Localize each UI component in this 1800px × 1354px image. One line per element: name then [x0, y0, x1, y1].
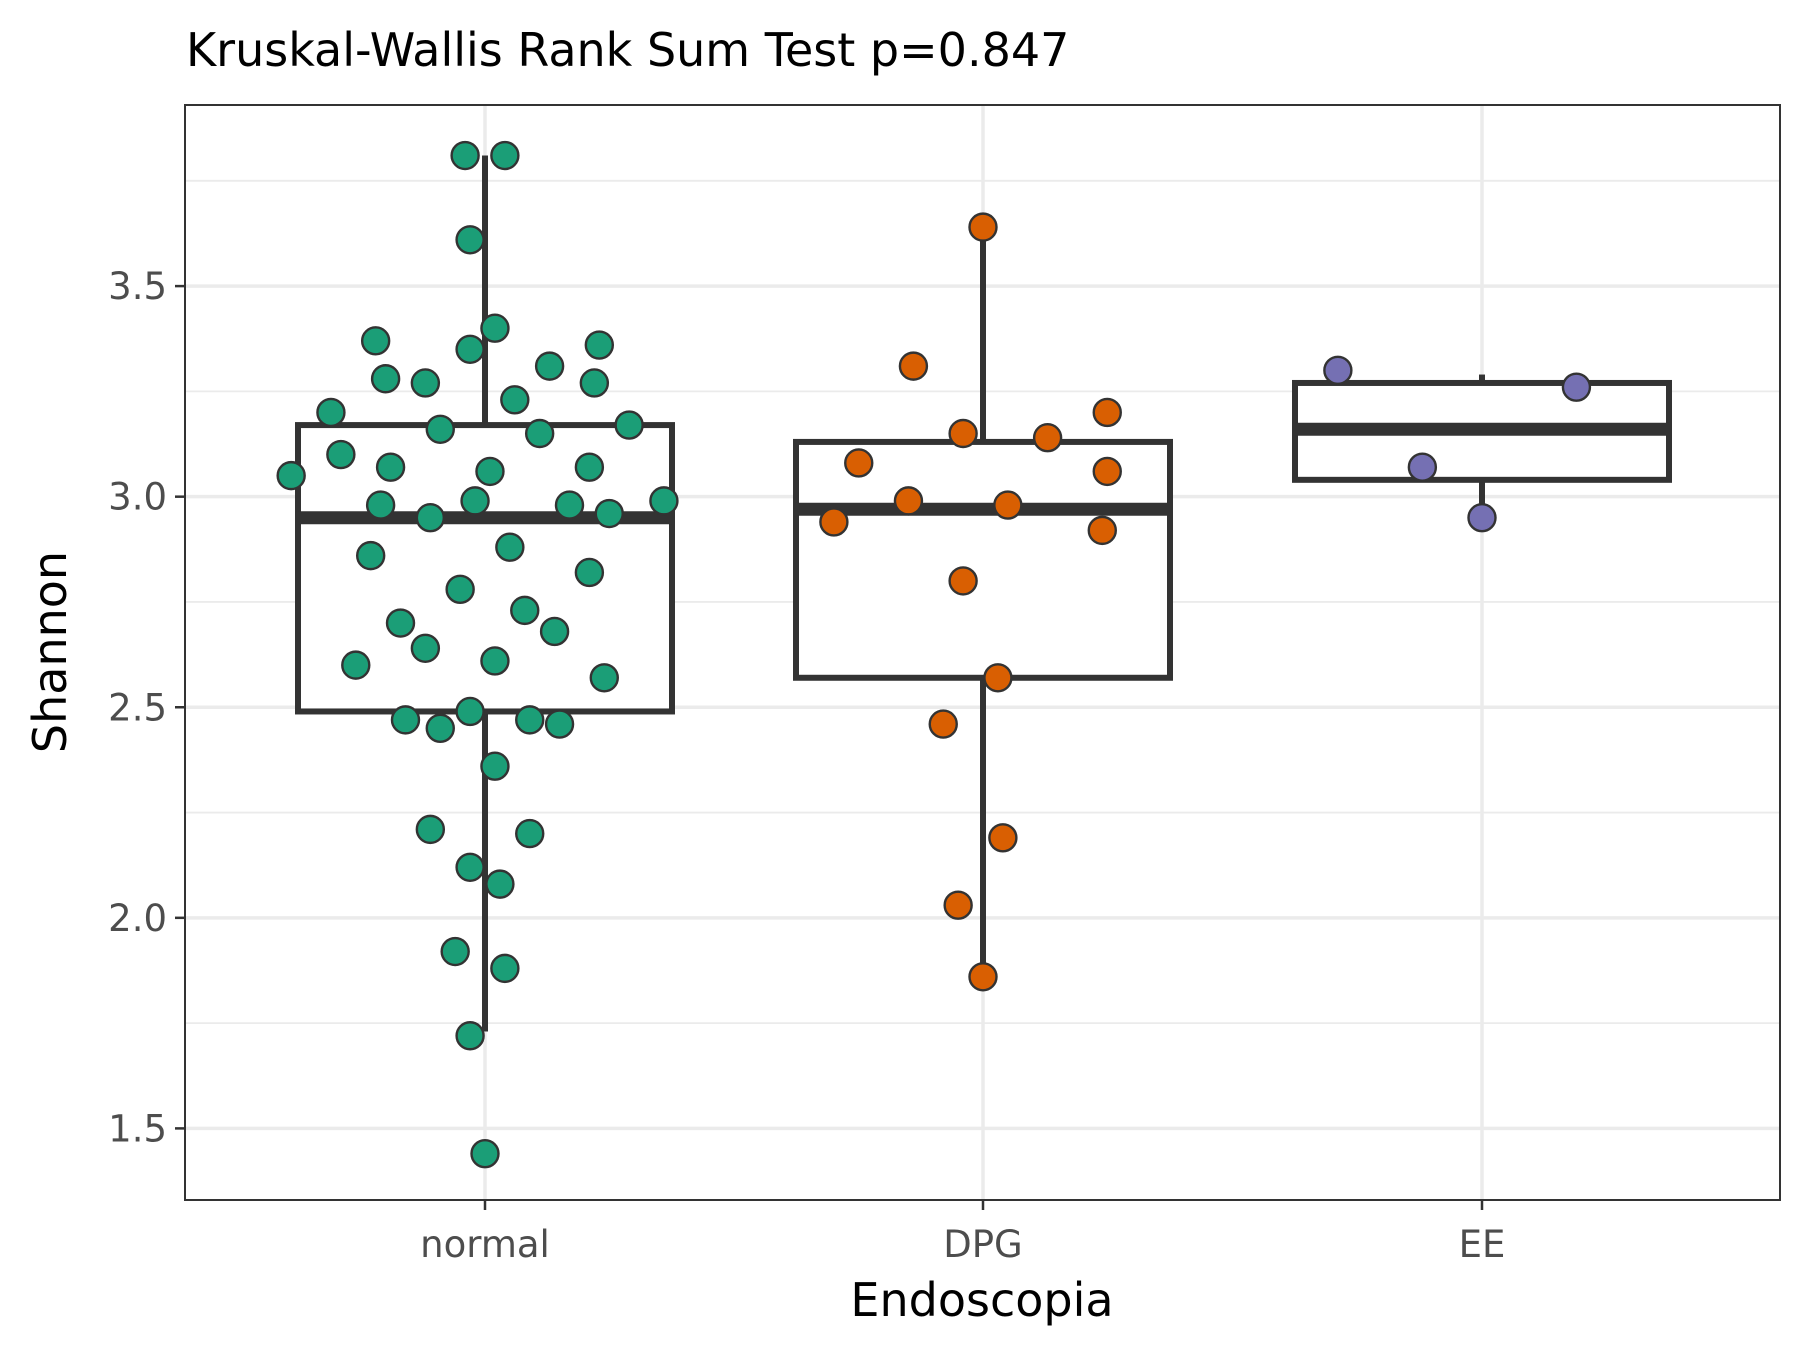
data-point [928, 709, 958, 739]
data-point [510, 595, 540, 626]
y-tick-label: 1.5 [108, 1107, 167, 1150]
data-point [495, 532, 525, 562]
x-tick-label: EE [1459, 1223, 1506, 1266]
axes: 1.5 2.0 2.5 3.0 3.5 normal DPG EE [108, 265, 1505, 1266]
data-point [425, 414, 455, 444]
data-point [898, 351, 929, 381]
data-point [574, 452, 605, 482]
data-point [515, 705, 545, 735]
data-point [450, 140, 480, 171]
data-point [485, 869, 515, 899]
data-point [1323, 355, 1353, 386]
data-point [579, 368, 610, 398]
y-tick-label: 2.0 [108, 897, 167, 940]
data-point [425, 713, 455, 744]
data-point [1092, 456, 1122, 487]
box-ee [1292, 374, 1672, 518]
y-tick-label: 3.5 [108, 265, 167, 308]
data-point [390, 705, 421, 735]
x-tick-label: normal [420, 1223, 550, 1266]
boxes [295, 155, 1672, 1032]
data-point [948, 418, 978, 449]
data-point [1087, 515, 1117, 546]
data-point [326, 439, 356, 470]
data-point [475, 456, 505, 487]
data-point [844, 448, 874, 478]
data-point [983, 663, 1013, 693]
data-point [455, 334, 485, 364]
data-point [574, 557, 605, 588]
data-point [385, 608, 416, 638]
data-point [410, 368, 441, 398]
data-point [1467, 503, 1497, 533]
data-point [1561, 372, 1592, 402]
data-point [490, 953, 520, 984]
data-point [455, 852, 485, 882]
data-point [1407, 452, 1438, 482]
data-point [480, 751, 510, 781]
data-point [276, 460, 306, 491]
y-tick-label: 3.0 [108, 476, 167, 519]
data-point [500, 385, 530, 415]
data-point [968, 962, 998, 992]
data-point [445, 574, 475, 605]
x-tick-label: DPG [943, 1223, 1022, 1266]
data-point [480, 646, 510, 676]
data-point [440, 936, 470, 967]
data-point [360, 326, 391, 356]
data-point [470, 1138, 500, 1169]
chart-title: Kruskal-Wallis Rank Sum Test p=0.847 [186, 23, 1069, 77]
data-point [1092, 397, 1122, 428]
data-point [515, 818, 545, 849]
data-point [819, 507, 849, 537]
y-axis-title: Shannon [23, 551, 77, 753]
data-point [341, 650, 371, 680]
y-tick-label: 2.5 [108, 686, 167, 729]
data-point [490, 140, 520, 171]
data-point [993, 490, 1023, 520]
data-point [539, 616, 570, 647]
data-point [370, 364, 401, 394]
data-point [355, 540, 386, 571]
data-point [589, 663, 619, 693]
data-point [415, 814, 446, 845]
data-point [968, 212, 998, 242]
data-point [375, 452, 406, 482]
data-point [614, 410, 644, 440]
data-point [455, 1021, 485, 1051]
data-point [524, 418, 555, 449]
x-axis-title: Endoscopia [850, 1273, 1113, 1327]
data-point [554, 490, 585, 520]
data-point [455, 696, 485, 727]
data-point [316, 397, 346, 428]
data-point [943, 890, 973, 920]
data-point [410, 633, 441, 663]
data-point [893, 486, 924, 516]
data-point [534, 351, 565, 381]
data-point [415, 503, 446, 533]
data-point [649, 486, 679, 516]
data-point [948, 566, 978, 596]
data-point [988, 823, 1018, 853]
data-point [365, 490, 396, 520]
data-point [460, 486, 490, 516]
data-point [1032, 423, 1063, 453]
data-points [276, 140, 1592, 1169]
data-point [594, 498, 624, 529]
data-point [544, 709, 575, 739]
data-point [584, 330, 615, 360]
data-point [455, 225, 485, 255]
data-point [480, 313, 510, 343]
